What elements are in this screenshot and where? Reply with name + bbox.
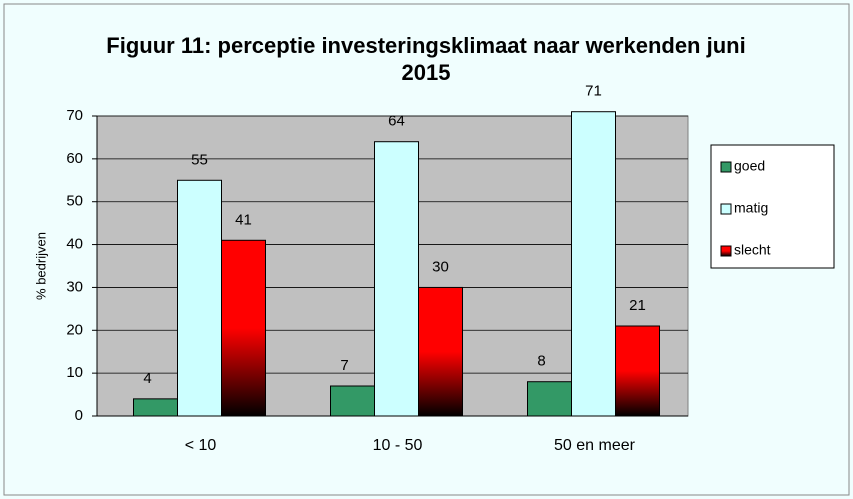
y-tick-label: 60 xyxy=(66,150,83,167)
legend-label: slecht xyxy=(734,242,771,258)
x-tick-label: 50 en meer xyxy=(554,437,636,454)
y-tick-label: 0 xyxy=(75,407,83,424)
frame xyxy=(3,3,850,496)
y-axis-label: % bedrijven xyxy=(33,232,48,300)
y-tick-label: 50 xyxy=(66,193,83,210)
bar xyxy=(374,141,419,417)
y-tick-label: 30 xyxy=(66,278,83,295)
data-label: 55 xyxy=(191,151,208,168)
data-label: 64 xyxy=(388,113,405,130)
y-tick-label: 10 xyxy=(66,364,83,381)
y-tick-label: 20 xyxy=(66,321,83,338)
bar xyxy=(330,385,375,417)
legend-label: goed xyxy=(734,158,765,174)
data-label: 71 xyxy=(585,83,602,100)
chart-title: Figuur 11: perceptie investeringsklimaat… xyxy=(106,33,746,85)
data-label: 41 xyxy=(235,211,252,228)
data-label: 30 xyxy=(432,258,449,275)
bar xyxy=(527,381,572,417)
legend-marker xyxy=(720,245,732,257)
bar xyxy=(133,398,178,417)
data-label: 8 xyxy=(537,353,545,370)
y-tick-label: 70 xyxy=(66,107,83,124)
bar xyxy=(615,325,660,417)
bar xyxy=(177,179,222,417)
y-tick-label: 40 xyxy=(66,236,83,253)
data-label: 7 xyxy=(340,357,348,374)
legend-marker xyxy=(720,161,732,173)
bar xyxy=(571,111,616,417)
data-label: 21 xyxy=(629,297,646,314)
x-tick-label: 10 - 50 xyxy=(373,437,423,454)
x-tick-label: < 10 xyxy=(185,437,217,454)
data-label: 4 xyxy=(143,370,151,387)
legend-marker xyxy=(720,203,732,215)
bar xyxy=(221,239,266,417)
legend-label: matig xyxy=(734,200,768,216)
bar xyxy=(418,286,463,417)
